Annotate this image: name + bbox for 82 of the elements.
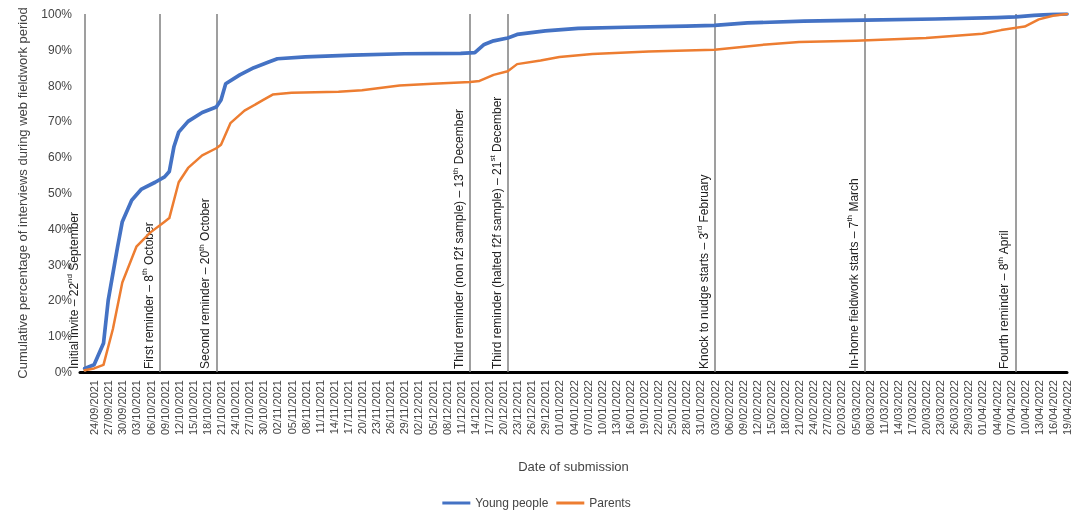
y-axis-title: Cumulative percentage of interviews during web fieldwork period [14, 7, 30, 379]
x-tick-label: 21/02/2022 [793, 380, 806, 436]
y-tick-label: 70% [47, 114, 73, 129]
x-tick-label: 29/11/2021 [398, 380, 411, 435]
x-tick-label: 09/02/2022 [736, 380, 749, 436]
x-tick-label: 06/10/2021 [144, 380, 157, 436]
x-tick-label: 22/01/2022 [652, 380, 665, 436]
x-tick-label: 19/04/2022 [1061, 380, 1073, 436]
x-tick-label: 13/01/2022 [609, 380, 622, 436]
x-axis-title: Date of submission [518, 459, 629, 474]
x-tick-label: 11/12/2021 [454, 380, 467, 435]
y-tick-label: 90% [47, 42, 73, 57]
x-tick-label: 25/01/2022 [666, 380, 679, 436]
x-tick-label: 20/11/2021 [356, 380, 368, 435]
x-tick-label: 27/10/2021 [243, 380, 256, 436]
x-tick-label: 27/09/2021 [102, 380, 115, 436]
x-tick-label: 24/02/2022 [807, 380, 820, 436]
x-tick-label: 07/04/2022 [1004, 380, 1017, 436]
x-tick-label: 05/12/2021 [426, 380, 439, 436]
x-tick-label: 16/04/2022 [1046, 380, 1059, 436]
x-tick-label: 26/11/2021 [384, 380, 397, 435]
x-tick-label: 10/01/2022 [595, 380, 608, 436]
x-tick-label: 27/02/2022 [821, 380, 834, 436]
x-tick-label: 14/11/2021 [327, 380, 340, 435]
x-tick-label: 03/10/2021 [130, 380, 143, 436]
x-tick-label: 11/03/2022 [877, 380, 890, 435]
x-tick-label: 07/01/2022 [581, 380, 594, 436]
x-tick-label: 24/09/2021 [88, 380, 101, 436]
y-tick-label: 60% [47, 150, 73, 165]
y-tick-label: 100% [41, 7, 73, 21]
x-tick-label: 05/03/2022 [849, 380, 862, 436]
legend-label: Young people [475, 496, 549, 510]
x-tick-label: 30/09/2021 [116, 380, 129, 436]
y-tick-label: 80% [47, 78, 73, 93]
x-tick-label: 26/03/2022 [948, 380, 961, 436]
x-tick-label: 24/10/2021 [229, 380, 242, 436]
x-tick-label: 14/12/2021 [468, 380, 481, 436]
x-tick-label: 20/03/2022 [920, 380, 932, 436]
x-tick-label: 01/04/2022 [976, 380, 989, 436]
x-tick-label: 13/04/2022 [1032, 380, 1045, 436]
x-tick-label: 28/01/2022 [680, 380, 693, 436]
x-tick-label: 08/11/2021 [299, 380, 312, 435]
x-tick-label: 04/01/2022 [567, 380, 580, 436]
x-tick-label: 08/12/2021 [440, 380, 453, 436]
x-tick-label: 09/10/2021 [158, 380, 171, 436]
x-tick-label: 05/11/2021 [285, 380, 298, 435]
ref-line-label: Third reminder (non f2f sample) – 13th December [450, 108, 467, 369]
x-tick-label: 10/04/2022 [1018, 380, 1031, 436]
x-tick-label: 17/11/2021 [341, 380, 354, 435]
x-tick-label: 02/12/2021 [412, 380, 425, 436]
x-tick-label: 01/01/2022 [553, 380, 566, 436]
x-tick-label: 17/03/2022 [905, 380, 918, 436]
y-tick-label: 50% [47, 186, 73, 200]
x-tick-label: 23/12/2021 [511, 380, 524, 436]
x-tick-label: 26/12/2021 [525, 380, 538, 436]
x-tick-label: 20/12/2021 [497, 380, 509, 436]
x-tick-label: 29/12/2021 [539, 380, 552, 436]
x-tick-label: 06/02/2022 [722, 380, 735, 436]
x-tick-label: 04/04/2022 [990, 380, 1003, 436]
x-tick-label: 16/01/2022 [623, 380, 636, 436]
x-tick-label: 18/10/2021 [200, 380, 213, 436]
x-tick-label: 21/10/2021 [215, 380, 227, 436]
x-tick-label: 23/03/2022 [934, 380, 947, 436]
x-tick-label: 08/03/2022 [863, 380, 876, 436]
x-tick-label: 31/01/2022 [694, 380, 707, 436]
x-tick-label: 29/03/2022 [962, 380, 975, 436]
x-tick-label: 23/11/2021 [370, 380, 383, 435]
ref-line-label: Third reminder (halted f2f sample) – 21st December [488, 96, 504, 369]
x-tick-label: 02/03/2022 [835, 380, 848, 436]
x-tick-label: 19/01/2022 [638, 380, 650, 436]
x-tick-label: 15/02/2022 [764, 380, 777, 436]
x-tick-label: 14/03/2022 [891, 380, 904, 436]
x-tick-label: 02/11/2021 [271, 380, 284, 435]
x-tick-label: 12/10/2021 [172, 380, 185, 436]
x-tick-label: 12/02/2022 [750, 380, 763, 436]
legend-label: Parents [589, 496, 631, 510]
x-tick-label: 17/12/2021 [482, 380, 495, 436]
x-tick-label: 03/02/2022 [708, 380, 721, 436]
x-tick-label: 15/10/2021 [186, 380, 199, 436]
x-tick-label: 30/10/2021 [257, 380, 270, 436]
x-tick-label: 11/11/2021 [313, 380, 326, 434]
x-tick-label: 18/02/2022 [779, 380, 791, 436]
